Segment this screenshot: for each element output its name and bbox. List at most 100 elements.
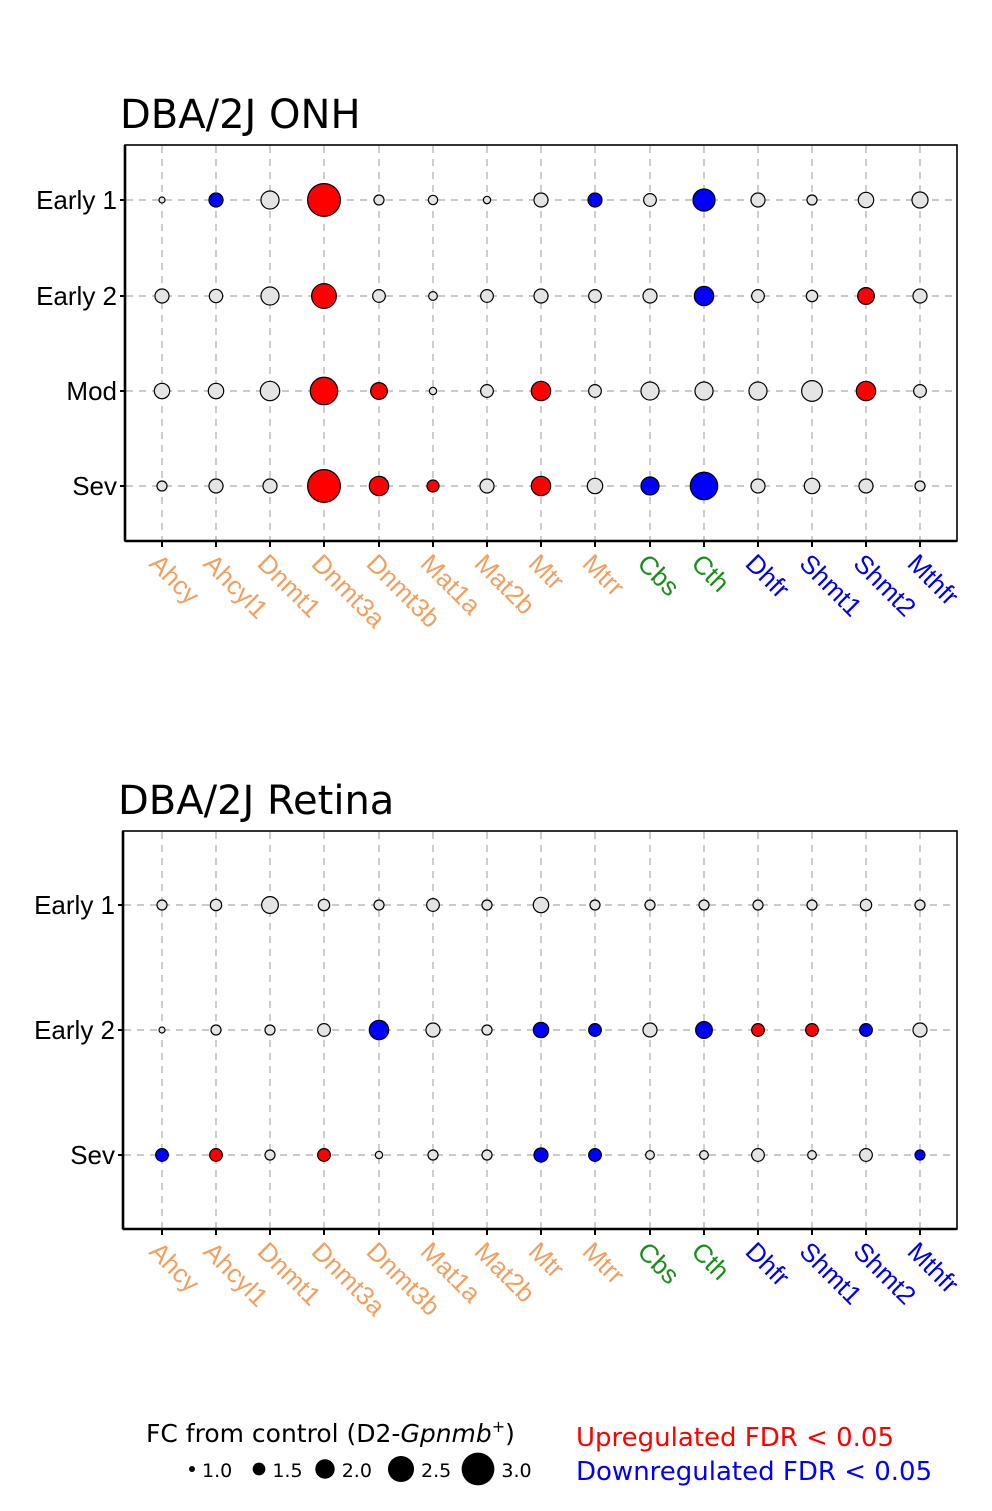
point-onh-early-1-ahcyl1 <box>208 192 224 208</box>
point-onh-early-2-dhfr <box>751 289 765 303</box>
point-retina-early-1-dnmt3b <box>373 899 385 911</box>
point-retina-early-2-mtrr <box>588 1023 602 1037</box>
point-retina-early-2-dnmt3a <box>317 1023 331 1037</box>
point-onh-mod-mtrr <box>588 384 602 398</box>
point-retina-early-2-dhfr <box>751 1023 765 1037</box>
point-retina-early-2-dnmt3b <box>368 1019 390 1041</box>
point-retina-sev-ahcyl1 <box>209 1148 223 1162</box>
point-onh-mod-dhfr <box>748 381 768 401</box>
point-onh-mod-mthfr <box>913 384 927 398</box>
legend-size-label-1-5: 1.5 <box>272 1460 302 1482</box>
y-label-early-2: Early 2 <box>36 281 117 311</box>
point-retina-early-1-cbs <box>644 899 656 911</box>
point-retina-early-1-mthfr <box>914 899 926 911</box>
point-onh-early-1-dnmt3b <box>373 194 385 206</box>
point-onh-early-1-mat1a <box>427 194 439 206</box>
point-retina-sev-dhfr <box>751 1148 765 1162</box>
point-retina-early-2-ahcyl1 <box>210 1024 222 1036</box>
point-retina-early-2-shmt1 <box>805 1023 819 1037</box>
x-label-cbs: Cbs <box>632 1236 686 1290</box>
point-onh-early-1-cbs <box>643 193 657 207</box>
point-retina-sev-mtrr <box>588 1148 602 1162</box>
y-label-sev: Sev <box>72 471 117 501</box>
y-label-early-1: Early 1 <box>36 185 117 215</box>
point-onh-sev-dnmt1 <box>262 478 278 494</box>
point-onh-sev-cth <box>689 471 719 501</box>
x-label-ahcy: Ahcy <box>144 1236 206 1298</box>
x-label-mtrr: Mtrr <box>577 1236 631 1290</box>
legend-upregulated: Upregulated FDR < 0.05 <box>576 1423 894 1453</box>
point-onh-mod-cbs <box>640 381 660 401</box>
point-retina-sev-mtr <box>533 1147 549 1163</box>
point-onh-mod-mtr <box>530 380 552 402</box>
point-onh-mod-shmt1 <box>801 380 823 402</box>
point-onh-early-1-mat2b <box>482 195 492 205</box>
point-retina-sev-cth <box>699 1150 709 1160</box>
y-label-sev: Sev <box>70 1140 115 1170</box>
point-onh-sev-shmt2 <box>858 478 874 494</box>
point-onh-sev-mtr <box>530 475 552 497</box>
point-onh-early-1-shmt1 <box>806 194 818 206</box>
legend-size-dot-1-0 <box>189 1466 195 1472</box>
point-onh-early-2-mat2b <box>480 289 494 303</box>
y-label-early-1: Early 1 <box>34 890 115 920</box>
legend-size-keys: 1.0 1.5 2.0 2.5 3.0 <box>189 1452 532 1486</box>
legend-size-dot-3-0 <box>461 1452 495 1486</box>
point-retina-early-1-cth <box>698 899 710 911</box>
point-onh-early-2-cbs <box>642 288 658 304</box>
point-onh-early-1-mthfr <box>911 191 929 209</box>
point-onh-early-2-dnmt3a <box>311 283 337 309</box>
point-retina-early-1-mat2b <box>481 899 493 911</box>
chart-title-retina: DBA/2J Retina <box>118 778 394 824</box>
legend-size-dot-2-5 <box>387 1455 415 1483</box>
x-label-cth: Cth <box>686 548 736 598</box>
point-onh-early-2-mtrr <box>588 289 602 303</box>
point-retina-sev-cbs <box>645 1150 655 1160</box>
point-retina-early-1-ahcy <box>156 899 168 911</box>
point-retina-sev-mthfr <box>914 1149 926 1161</box>
point-onh-mod-mat1a <box>428 386 438 396</box>
point-onh-sev-mtrr <box>586 477 604 495</box>
x-label-cth: Cth <box>686 1236 736 1286</box>
chart-title-onh: DBA/2J ONH <box>120 92 361 138</box>
point-retina-early-2-mtr <box>532 1021 550 1039</box>
legend-size-title: FC from control (D2-Gpnmb+) <box>146 1417 515 1448</box>
legend-downregulated: Downregulated FDR < 0.05 <box>576 1457 932 1487</box>
point-retina-sev-mat1a <box>427 1149 439 1161</box>
point-retina-early-2-cth <box>695 1021 713 1039</box>
point-retina-early-2-mat1a <box>425 1022 441 1038</box>
point-retina-sev-dnmt1 <box>264 1149 276 1161</box>
point-onh-mod-dnmt3b <box>370 382 388 400</box>
point-onh-mod-ahcy <box>153 382 171 400</box>
point-onh-mod-dnmt3a <box>309 376 339 406</box>
point-onh-mod-ahcyl1 <box>207 382 225 400</box>
point-retina-sev-dnmt3a <box>317 1148 331 1162</box>
point-retina-sev-shmt1 <box>807 1150 817 1160</box>
point-retina-early-1-dnmt3a <box>317 898 331 912</box>
point-onh-mod-mat2b <box>480 384 494 398</box>
point-retina-early-1-mtr <box>532 896 550 914</box>
point-onh-sev-dnmt3a <box>307 469 342 504</box>
x-label-cbs: Cbs <box>632 548 686 602</box>
y-label-mod: Mod <box>66 376 117 406</box>
point-onh-early-1-dnmt1 <box>260 190 280 210</box>
point-retina-early-2-shmt2 <box>859 1023 873 1037</box>
point-onh-mod-shmt2 <box>855 380 877 402</box>
point-onh-sev-dhfr <box>750 478 766 494</box>
point-retina-sev-mat2b <box>481 1149 493 1161</box>
point-onh-sev-dnmt3b <box>368 475 390 497</box>
point-onh-sev-shmt1 <box>803 477 821 495</box>
point-onh-sev-cbs <box>640 476 660 496</box>
x-label-mtrr: Mtrr <box>577 548 631 602</box>
legend-size-dot-1-5 <box>252 1462 266 1476</box>
legend-size-dot-2-0 <box>315 1459 335 1479</box>
point-onh-early-1-cth <box>692 188 716 212</box>
point-onh-early-1-dnmt3a <box>307 183 342 218</box>
point-retina-sev-ahcy <box>155 1148 169 1162</box>
x-label-ahcy: Ahcy <box>144 548 206 610</box>
x-label-dhfr: Dhfr <box>740 548 796 604</box>
point-onh-early-1-mtrr <box>587 192 603 208</box>
point-onh-early-2-dnmt3b <box>372 289 386 303</box>
